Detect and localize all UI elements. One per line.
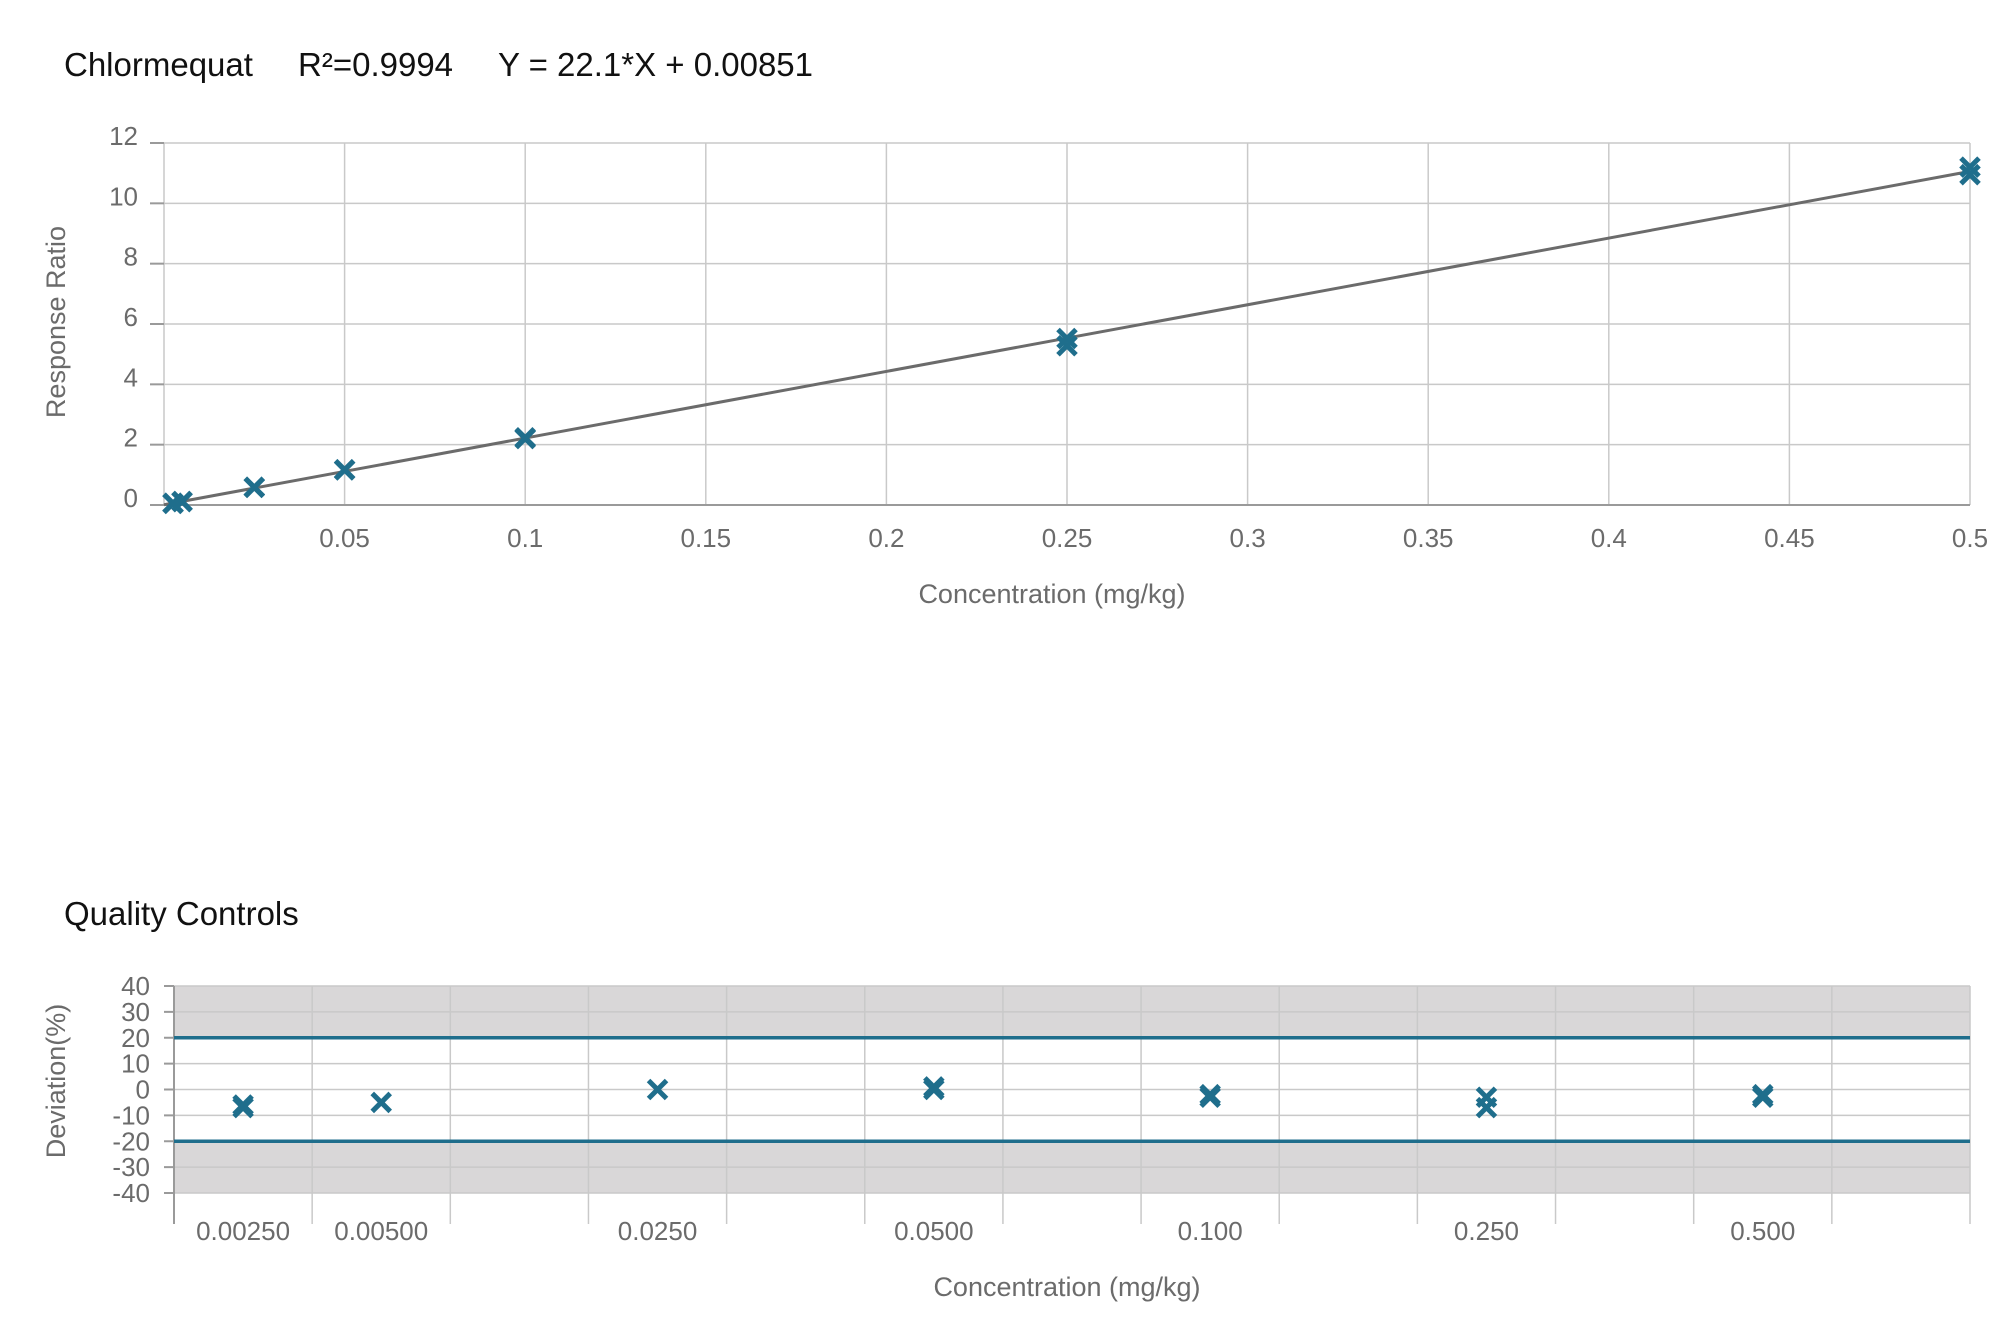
data-point — [171, 490, 193, 513]
qc-x-tick-label: 0.100 — [1178, 1216, 1243, 1246]
qc-x-tick-label: 0.00500 — [334, 1216, 428, 1246]
x-tick-label: 0.25 — [1042, 523, 1093, 553]
chart-title: Chlormequat — [64, 46, 253, 83]
qc-data-point — [370, 1091, 392, 1114]
x-tick-label: 0.2 — [868, 523, 904, 553]
qc-y-tick-label: 10 — [121, 1049, 150, 1079]
calibration-grid — [163, 142, 1971, 505]
data-point-stroke-b — [171, 490, 193, 513]
qc-data-point — [1752, 1086, 1774, 1109]
qc-x-tick-label: 0.500 — [1730, 1216, 1795, 1246]
x-tick-label: 0.3 — [1230, 523, 1266, 553]
qc-x-tick-label: 0.00250 — [196, 1216, 290, 1246]
data-point — [1959, 156, 1981, 178]
calibration-axes — [150, 142, 1970, 506]
qc-x-tick-label: 0.250 — [1454, 1216, 1519, 1246]
y-tick-label: 10 — [109, 181, 138, 211]
qc-y-tick-label: -40 — [112, 1178, 150, 1208]
data-point-stroke-b — [243, 476, 266, 499]
qc-data-point-stroke-b — [370, 1091, 392, 1114]
y-tick-label: 2 — [124, 423, 138, 453]
qc-y-tick-label: 30 — [121, 997, 150, 1027]
x-tick-label: 0.1 — [507, 523, 543, 553]
x-tick-label: 0.15 — [680, 523, 731, 553]
qc-y-tick-label: -10 — [112, 1100, 150, 1130]
y-tick-label: 6 — [124, 302, 138, 332]
data-point — [333, 459, 356, 481]
calibration-chart: 0 2 4 6 8 10 12 0.05 0.1 0.15 0.2 0.25 0.3 0.35 0.4 0.4… — [41, 46, 1988, 609]
y-tick-label: 8 — [124, 242, 138, 272]
calibration-tick-labels: 0 2 4 6 8 10 12 0.05 0.1 0.15 0.2 0.25 0.3 0.35 0.4 0.4… — [109, 121, 1988, 553]
r-squared-label: R²=0.9994 — [298, 46, 453, 83]
y-axis-label: Response Ratio — [41, 226, 71, 418]
qc-data-point-stroke-b — [1475, 1096, 1498, 1119]
data-point-stroke-b — [1056, 327, 1078, 350]
data-point — [514, 427, 536, 450]
x-axis-label: Concentration (mg/kg) — [918, 579, 1185, 609]
qc-y-tick-label: -20 — [112, 1126, 150, 1156]
calibration-points — [162, 156, 1981, 515]
qc-y-axis-label: Deviation(%) — [41, 1004, 71, 1159]
data-point-stroke-b — [514, 427, 536, 450]
x-tick-label: 0.4 — [1591, 523, 1627, 553]
qc-limit-lines — [174, 1036, 1970, 1143]
qc-data-point — [1475, 1096, 1498, 1119]
qc-data-point-stroke-b — [1199, 1086, 1221, 1109]
qc-data-point — [646, 1078, 669, 1101]
equation-label: Y = 22.1*X + 0.00851 — [498, 46, 813, 83]
data-point-stroke-b — [1959, 163, 1981, 186]
y-tick-label: 0 — [124, 483, 138, 513]
qc-x-tick-label: 0.0250 — [618, 1216, 698, 1246]
qc-y-tick-label: 40 — [121, 971, 150, 1001]
data-point — [1056, 334, 1078, 357]
qc-y-tick-label: -30 — [112, 1152, 150, 1182]
x-tick-label: 0.5 — [1952, 523, 1988, 553]
qc-data-point — [1199, 1086, 1221, 1109]
qc-data-point-stroke-b — [232, 1094, 254, 1116]
qc-y-tick-label: 20 — [121, 1023, 150, 1053]
data-point-stroke-b — [1056, 334, 1078, 357]
qc-data-point-stroke-b — [923, 1078, 945, 1101]
data-point-stroke-b — [1959, 156, 1981, 178]
qc-y-tick-label: 0 — [136, 1075, 150, 1105]
x-tick-label: 0.35 — [1403, 523, 1454, 553]
qc-x-tick-label: 0.0500 — [894, 1216, 974, 1246]
qc-data-point — [923, 1078, 945, 1101]
qc-x-axis-label: Concentration (mg/kg) — [933, 1272, 1200, 1302]
data-point — [243, 476, 266, 499]
data-point — [1959, 163, 1981, 186]
data-point-stroke-b — [333, 459, 356, 481]
y-tick-label: 4 — [124, 362, 138, 392]
qc-data-point-stroke-b — [646, 1078, 669, 1101]
x-tick-label: 0.45 — [1764, 523, 1815, 553]
x-tick-label: 0.05 — [319, 523, 370, 553]
qc-data-point-stroke-b — [1752, 1086, 1774, 1109]
qc-title: Quality Controls — [64, 895, 299, 932]
y-tick-label: 12 — [109, 121, 138, 151]
qc-data-point — [232, 1094, 254, 1116]
qc-points — [232, 1076, 1774, 1119]
data-point — [1056, 327, 1078, 350]
